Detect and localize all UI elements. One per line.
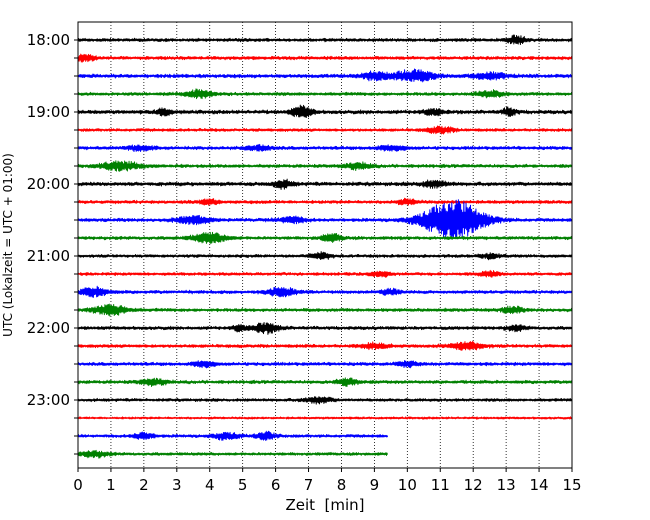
trace-2145: [77, 303, 573, 317]
trace-2315: [77, 416, 573, 420]
y-tick-label-2300: 23:00: [27, 391, 70, 409]
trace-1930: [77, 143, 573, 153]
x-tick-label-11: 11: [431, 476, 450, 494]
trace-2130: [77, 285, 573, 298]
trace-1945: [77, 160, 573, 172]
x-tick-label-5: 5: [238, 476, 248, 494]
trace-2330: [77, 430, 389, 441]
y-tick-label-1800: 18:00: [27, 31, 70, 49]
seismic-traces: [77, 34, 573, 459]
trace-1815: [77, 53, 573, 63]
trace-2000: [77, 178, 573, 190]
trace-2345: [77, 449, 389, 459]
x-tick-label-10: 10: [398, 476, 417, 494]
trace-2215: [77, 340, 573, 351]
trace-1830: [77, 68, 573, 83]
trace-1845: [77, 88, 573, 100]
trace-2245: [77, 377, 573, 387]
trace-2045: [77, 231, 573, 245]
trace-2230: [77, 360, 573, 369]
x-tick-label-9: 9: [370, 476, 380, 494]
y-axis-ticks: 18:00 19:00 20:00 21:00 22:00 23:00: [27, 31, 78, 455]
grid-lines: [110, 22, 540, 468]
trace-2300: [77, 396, 573, 405]
trace-1915: [77, 125, 573, 135]
x-tick-label-13: 13: [497, 476, 516, 494]
x-tick-label-1: 1: [106, 476, 116, 494]
x-tick-label-4: 4: [205, 476, 215, 494]
x-tick-label-2: 2: [139, 476, 149, 494]
y-tick-label-2000: 20:00: [27, 175, 70, 193]
trace-2030: [77, 199, 573, 240]
x-tick-label-0: 0: [73, 476, 83, 494]
y-axis-label: UTC (Lokalzeit = UTC + 01:00): [1, 153, 15, 337]
y-tick-label-2100: 21:00: [27, 247, 70, 265]
x-tick-label-15: 15: [562, 476, 581, 494]
trace-2015: [77, 197, 573, 206]
trace-2115: [77, 269, 573, 278]
x-axis-ticks: 0 1 2 3 4 5 6 7 8 9 10 11 12 13 14 15: [73, 468, 582, 494]
y-tick-label-2200: 22:00: [27, 319, 70, 337]
x-tick-label-12: 12: [464, 476, 483, 494]
x-tick-label-8: 8: [337, 476, 347, 494]
x-axis-label: Zeit [min]: [285, 496, 364, 514]
y-tick-label-1900: 19:00: [27, 103, 70, 121]
trace-1800: [77, 34, 573, 46]
trace-2200: [77, 321, 573, 335]
x-tick-label-14: 14: [530, 476, 549, 494]
x-tick-label-6: 6: [271, 476, 281, 494]
plot-frame: [77, 21, 573, 469]
x-tick-label-3: 3: [172, 476, 182, 494]
x-tick-label-7: 7: [304, 476, 314, 494]
trace-2100: [77, 251, 573, 261]
trace-1900: [77, 104, 573, 119]
